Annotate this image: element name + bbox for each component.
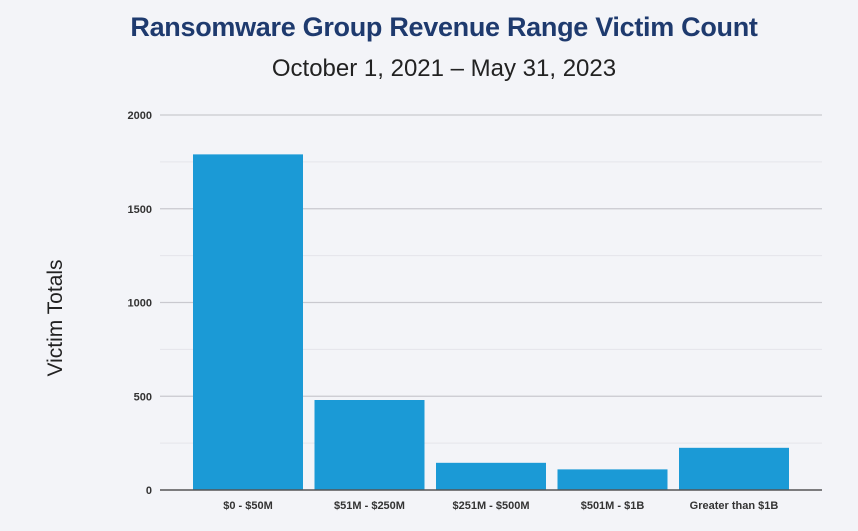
x-tick-label: $51M - $250M (334, 500, 405, 512)
x-tick-label: $501M - $1B (581, 500, 645, 512)
y-tick-label: 1000 (128, 298, 152, 310)
bar-4 (679, 447, 789, 490)
x-tick-label: Greater than $1B (690, 500, 779, 512)
bar-2 (436, 462, 546, 490)
chart-title: Ransomware Group Revenue Range Victim Co… (130, 12, 758, 42)
bar-1 (314, 400, 425, 490)
y-tick-label: 500 (134, 391, 152, 403)
chart-subtitle: October 1, 2021 – May 31, 2023 (271, 55, 617, 82)
x-tick-label: $0 - $50M (223, 500, 273, 512)
bar-0 (193, 154, 303, 490)
y-tick-label: 1500 (128, 204, 152, 216)
bar-3 (557, 469, 668, 490)
y-tick-label: 2000 (128, 110, 152, 122)
y-tick-label: 0 (146, 485, 152, 497)
x-tick-label: $251M - $500M (452, 500, 529, 512)
